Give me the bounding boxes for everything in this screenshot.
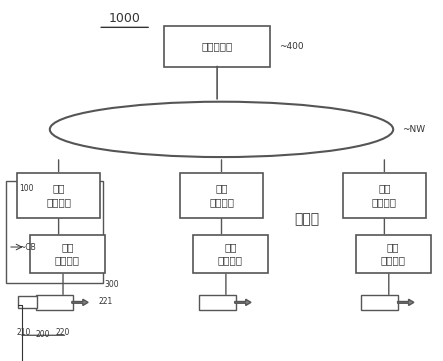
FancyArrow shape [235, 299, 251, 305]
Text: 烙铁
控制装置: 烙铁 控制装置 [209, 183, 234, 207]
FancyBboxPatch shape [17, 173, 101, 218]
Text: 温度
测量装置: 温度 测量装置 [381, 242, 406, 266]
Text: 烙铁
控制装置: 烙铁 控制装置 [46, 183, 71, 207]
Text: 221: 221 [98, 297, 113, 306]
FancyBboxPatch shape [164, 26, 270, 67]
FancyBboxPatch shape [193, 235, 268, 273]
Text: 1000: 1000 [109, 12, 140, 25]
FancyBboxPatch shape [198, 295, 236, 310]
FancyArrow shape [72, 299, 88, 305]
Text: ~NW: ~NW [402, 125, 425, 134]
FancyBboxPatch shape [356, 235, 431, 273]
FancyBboxPatch shape [36, 295, 73, 310]
Text: 200: 200 [36, 330, 51, 339]
Text: 温度
测量装置: 温度 测量装置 [55, 242, 80, 266]
Text: 300: 300 [105, 280, 120, 289]
Text: 220: 220 [56, 328, 70, 337]
Ellipse shape [50, 102, 393, 157]
FancyBboxPatch shape [6, 181, 103, 283]
FancyBboxPatch shape [342, 173, 426, 218]
Text: 烙铁
控制装置: 烙铁 控制装置 [372, 183, 397, 207]
Text: 210: 210 [16, 328, 31, 337]
FancyArrow shape [397, 299, 414, 305]
FancyBboxPatch shape [180, 173, 263, 218]
Text: 100: 100 [19, 184, 34, 193]
Text: ~CB: ~CB [19, 243, 36, 252]
FancyBboxPatch shape [30, 235, 105, 273]
Text: 计算机装置: 计算机装置 [202, 42, 233, 51]
FancyBboxPatch shape [18, 296, 38, 308]
FancyBboxPatch shape [361, 295, 398, 310]
Text: ~400: ~400 [279, 42, 303, 51]
Text: ・・・: ・・・ [295, 212, 320, 226]
Text: 温度
测量装置: 温度 测量装置 [218, 242, 243, 266]
